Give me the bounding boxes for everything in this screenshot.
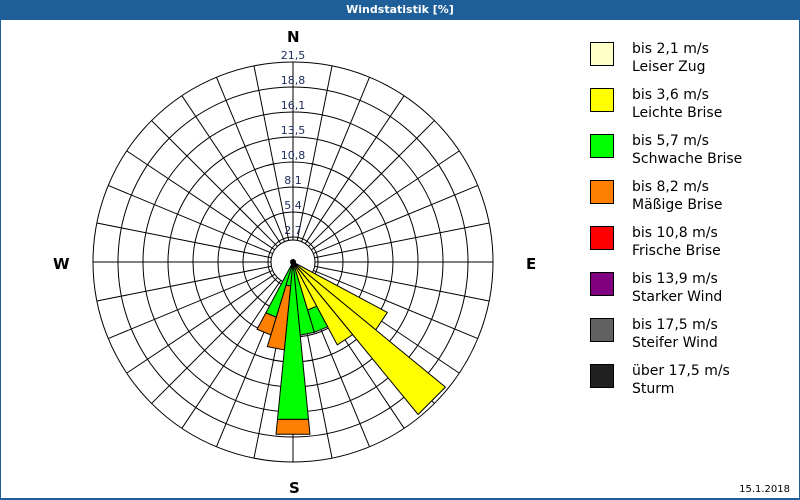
legend-label: Frische Brise — [632, 243, 721, 259]
window-title: Windstatistik [%] — [0, 0, 800, 20]
compass-east-label: E — [526, 255, 537, 273]
legend-label: Sturm — [632, 381, 675, 397]
svg-text:21,5: 21,5 — [281, 49, 306, 62]
legend-range: bis 2,1 m/s — [632, 41, 709, 57]
svg-text:18,8: 18,8 — [281, 74, 306, 87]
svg-text:2,7: 2,7 — [284, 224, 302, 237]
legend-label: Leiser Zug — [632, 59, 706, 75]
legend-item: bis 3,6 m/s Leichte Brise — [590, 86, 790, 132]
svg-text:5,4: 5,4 — [284, 199, 302, 212]
legend-item: bis 5,7 m/s Schwache Brise — [590, 132, 790, 178]
date-label: 15.1.2018 — [739, 484, 790, 495]
legend-swatch — [590, 180, 614, 204]
legend-range: bis 3,6 m/s — [632, 87, 709, 103]
compass-north-label: N — [287, 28, 300, 46]
legend-range: bis 8,2 m/s — [632, 179, 709, 195]
legend-swatch — [590, 226, 614, 250]
legend-range: bis 17,5 m/s — [632, 317, 718, 333]
legend-swatch — [590, 42, 614, 66]
legend-label: Mäßige Brise — [632, 197, 723, 213]
compass-south-label: S — [289, 479, 300, 497]
compass-west-label: W — [53, 255, 70, 273]
legend-item: über 17,5 m/s Sturm — [590, 362, 790, 408]
legend-item: bis 13,9 m/s Starker Wind — [590, 270, 790, 316]
svg-text:16,1: 16,1 — [281, 99, 306, 112]
legend-range: bis 10,8 m/s — [632, 225, 718, 241]
legend-range: bis 5,7 m/s — [632, 133, 709, 149]
legend-label: Starker Wind — [632, 289, 723, 305]
legend-item: bis 10,8 m/s Frische Brise — [590, 224, 790, 270]
legend-item: bis 2,1 m/s Leiser Zug — [590, 40, 790, 86]
svg-text:8,1: 8,1 — [284, 174, 302, 187]
legend-label: Leichte Brise — [632, 105, 723, 121]
legend-swatch — [590, 88, 614, 112]
svg-text:10,8: 10,8 — [281, 149, 306, 162]
legend-swatch — [590, 134, 614, 158]
legend-range: bis 13,9 m/s — [632, 271, 718, 287]
legend-item: bis 8,2 m/s Mäßige Brise — [590, 178, 790, 224]
legend-swatch — [590, 272, 614, 296]
legend-swatch — [590, 364, 614, 388]
legend-label: Schwache Brise — [632, 151, 743, 167]
bottom-border — [0, 498, 800, 500]
legend-swatch — [590, 318, 614, 342]
legend-range: über 17,5 m/s — [632, 363, 730, 379]
svg-text:13,5: 13,5 — [281, 124, 306, 137]
legend-label: Steifer Wind — [632, 335, 718, 351]
legend-item: bis 17,5 m/s Steifer Wind — [590, 316, 790, 362]
